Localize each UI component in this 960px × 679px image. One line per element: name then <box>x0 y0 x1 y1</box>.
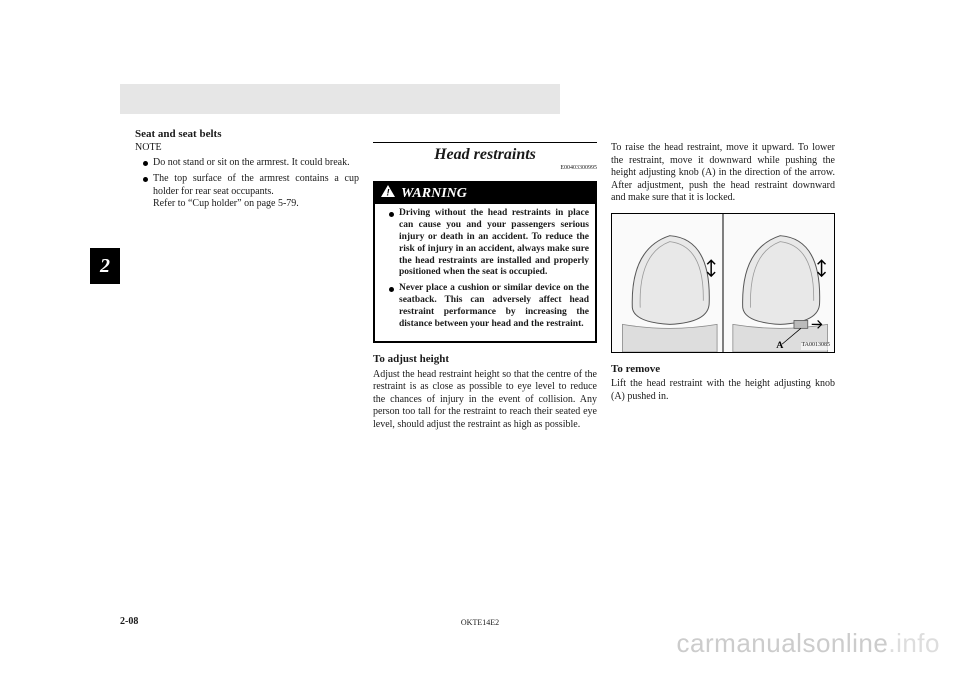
column-1: NOTE Do not stand or sit on the armrest.… <box>135 142 359 431</box>
note-bullet-1: Do not stand or sit on the armrest. It c… <box>143 157 359 170</box>
column-3: To raise the head restraint, move it upw… <box>611 142 835 431</box>
reference-code: E00403300995 <box>373 165 597 173</box>
document-code: OKTE14E2 <box>461 618 499 627</box>
heading-rule <box>373 142 597 143</box>
watermark: carmanualsonline.info <box>677 628 940 659</box>
headrest-figure: A TA0013085 <box>611 213 835 353</box>
chapter-tab: 2 <box>90 248 120 284</box>
figure-label-a: A <box>776 340 784 351</box>
warning-icon: ! <box>381 185 395 203</box>
warning-body: Driving without the head restraints in p… <box>375 204 595 341</box>
warning-box: ! WARNING Driving without the head restr… <box>373 181 597 343</box>
head-restraints-heading: Head restraints <box>373 145 597 165</box>
headrest-illustration: A <box>612 214 834 352</box>
warning-label: WARNING <box>401 185 467 203</box>
to-remove-heading: To remove <box>611 363 835 377</box>
to-remove-text: Lift the head restraint with the height … <box>611 378 835 403</box>
adjust-height-heading: To adjust height <box>373 353 597 367</box>
note-bullet-2: The top surface of the armrest contains … <box>143 173 359 211</box>
page: Seat and seat belts 2 NOTE Do not stand … <box>0 0 960 679</box>
figure-code: TA0013085 <box>801 342 830 350</box>
adjust-height-text: Adjust the head restraint height so that… <box>373 369 597 432</box>
raise-lower-text: To raise the head restraint, move it upw… <box>611 142 835 205</box>
note-label: NOTE <box>135 142 359 155</box>
column-2: Head restraints E00403300995 ! WARNING D… <box>373 142 597 431</box>
content-columns: NOTE Do not stand or sit on the armrest.… <box>135 142 835 431</box>
note-bullets: Do not stand or sit on the armrest. It c… <box>135 157 359 211</box>
section-title: Seat and seat belts <box>135 128 221 140</box>
watermark-tld: .info <box>888 628 940 658</box>
warning-bullet-1: Driving without the head restraints in p… <box>389 208 589 279</box>
svg-text:!: ! <box>387 187 390 197</box>
warning-header: ! WARNING <box>375 183 595 205</box>
page-number: 2-08 <box>120 616 138 627</box>
watermark-brand: carmanualsonline <box>677 628 889 658</box>
warning-bullet-2: Never place a cushion or similar device … <box>389 283 589 331</box>
header-shade <box>120 84 560 114</box>
